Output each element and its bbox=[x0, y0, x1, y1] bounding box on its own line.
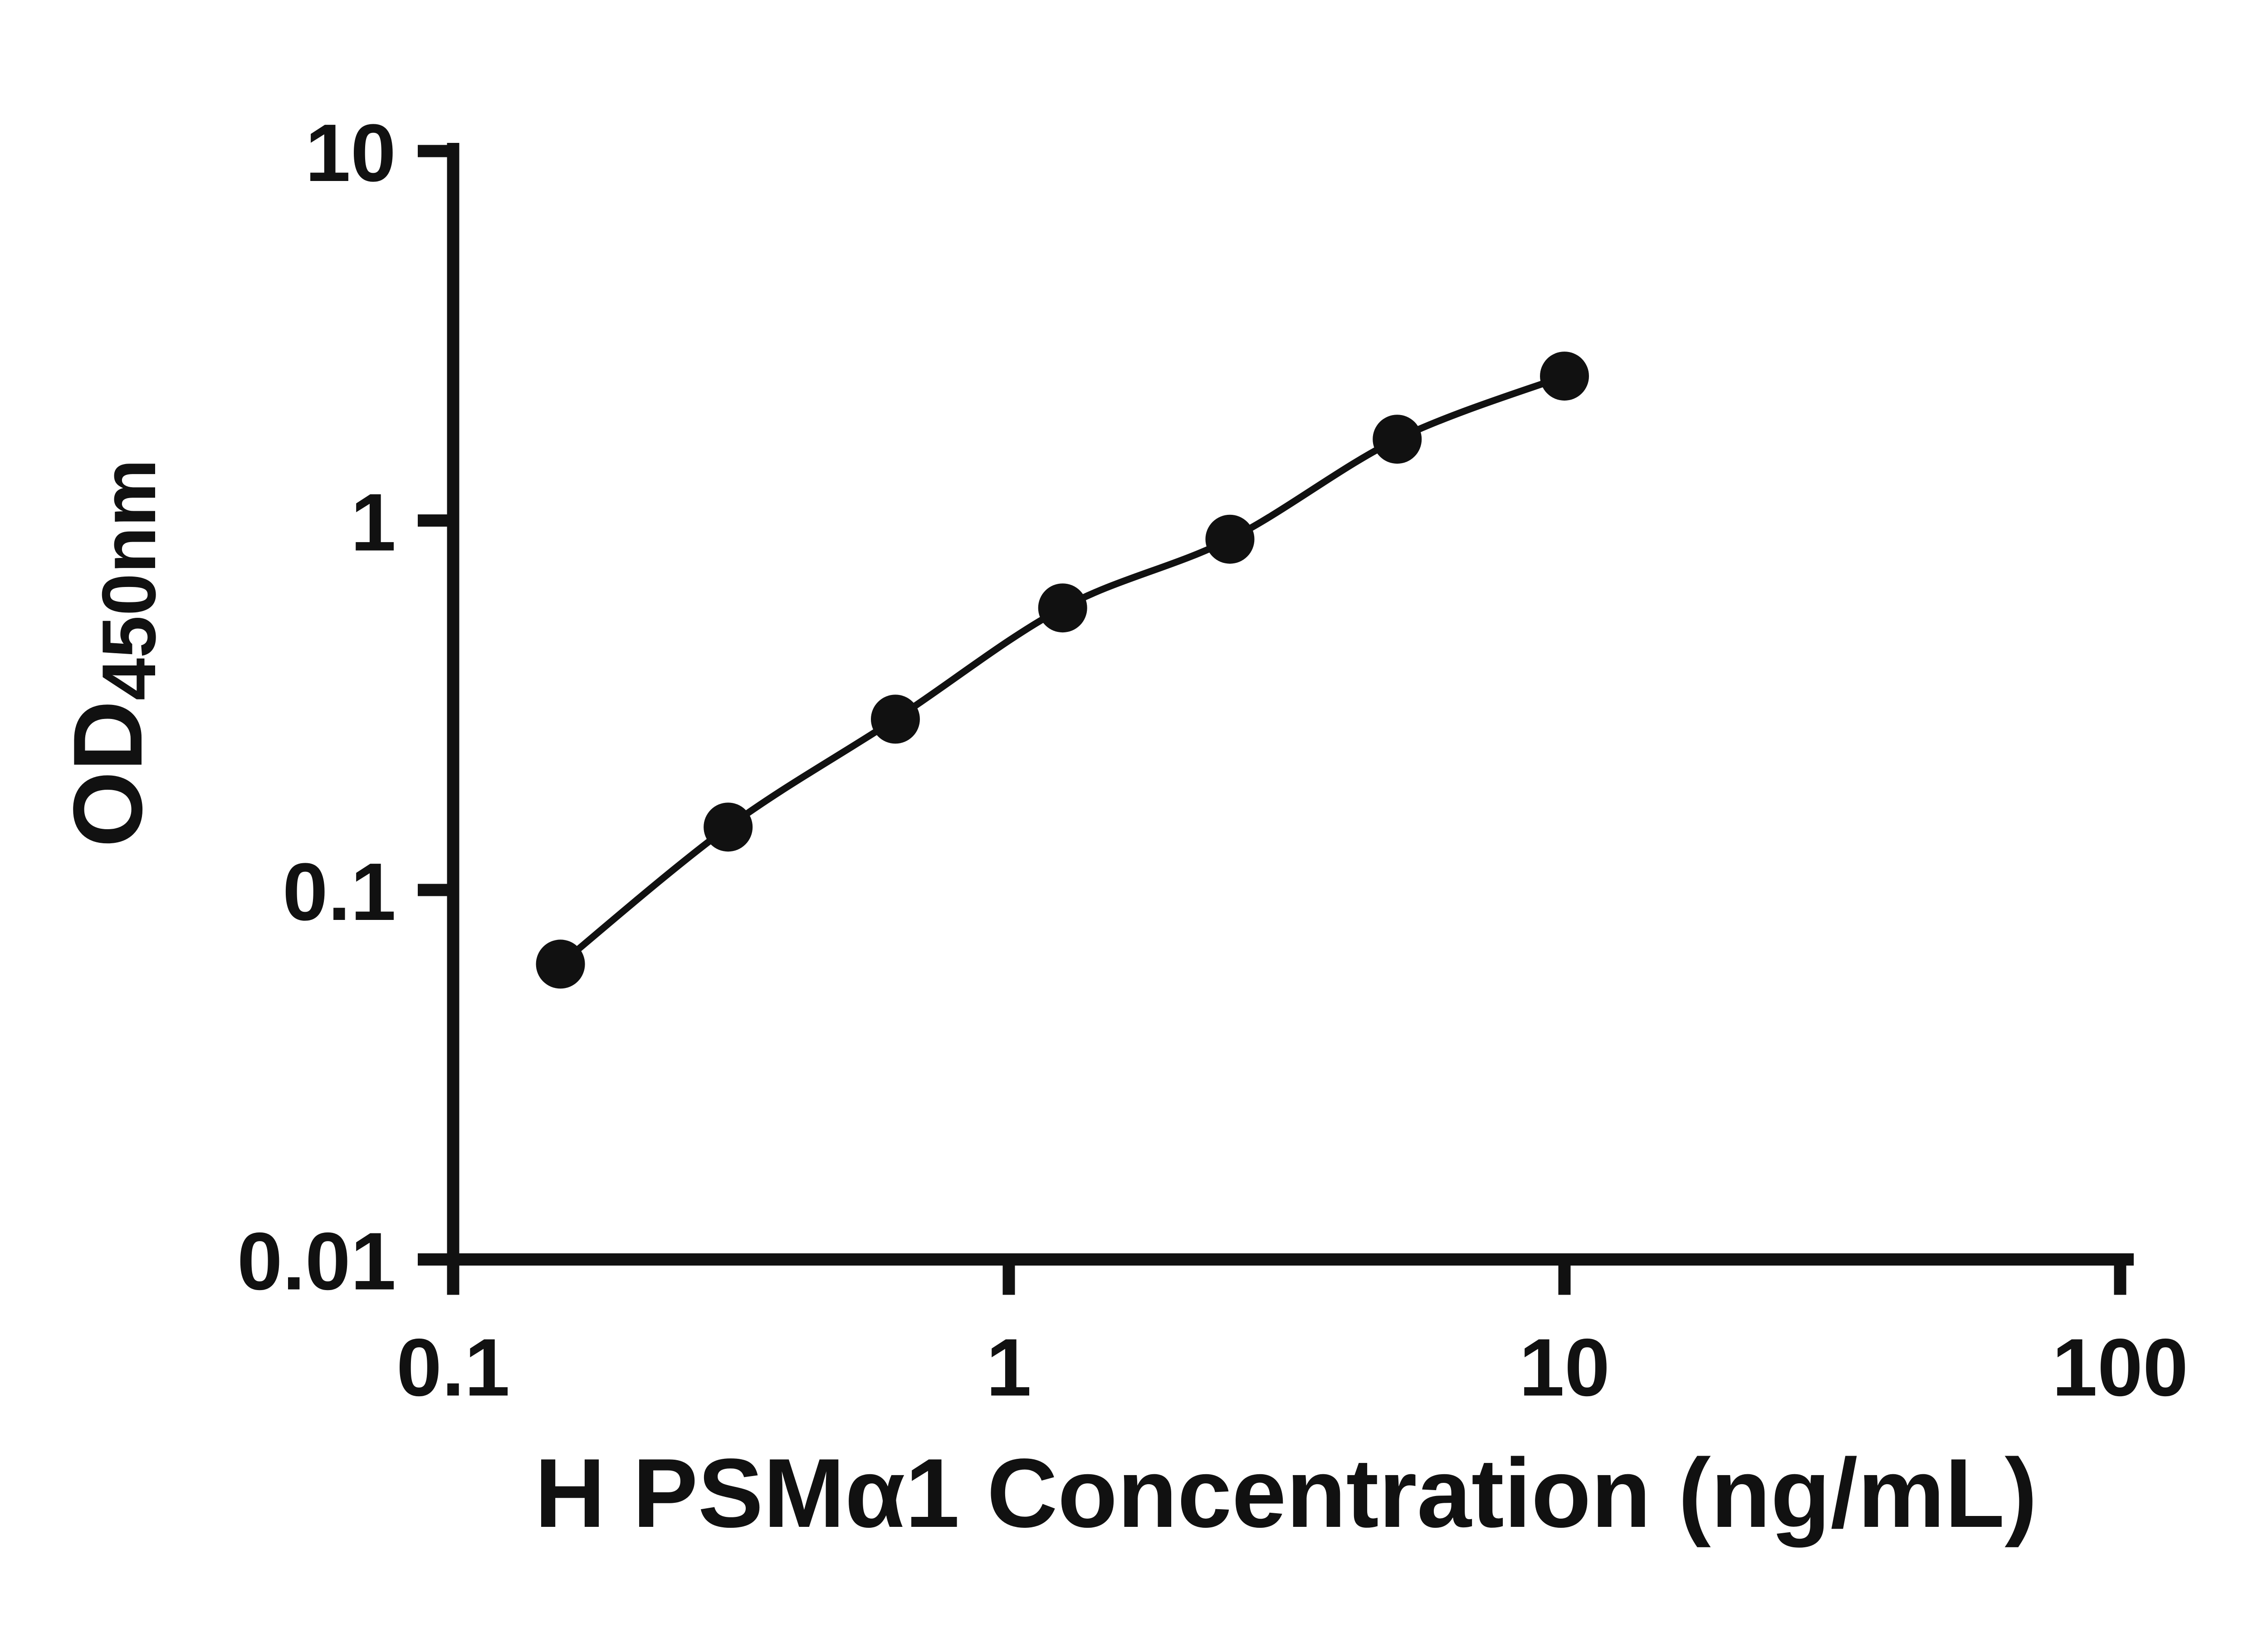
data-point-marker bbox=[1205, 514, 1255, 564]
data-point-marker bbox=[1540, 352, 1589, 401]
data-points bbox=[536, 352, 1589, 989]
x-axis-title: H PSMα1 Concentration (ng/mL) bbox=[535, 1438, 2038, 1548]
fit-curve bbox=[558, 373, 1566, 967]
y-axis-title-main: OD bbox=[53, 700, 162, 847]
data-point-marker bbox=[870, 694, 920, 744]
y-tick-label: 10 bbox=[305, 108, 396, 199]
data-point-marker bbox=[1373, 415, 1422, 464]
y-tick-label: 0.01 bbox=[237, 1216, 396, 1307]
x-tick-label: 0.1 bbox=[396, 1322, 510, 1413]
axis-lines bbox=[447, 143, 2134, 1266]
data-point-marker bbox=[1038, 583, 1087, 633]
y-axis-title: OD450nm bbox=[53, 459, 171, 847]
y-axis-title-subscript: 450nm bbox=[86, 459, 171, 700]
data-point-marker bbox=[704, 802, 753, 852]
x-tick-label: 10 bbox=[1519, 1322, 1610, 1413]
y-tick-label: 0.1 bbox=[283, 846, 396, 938]
x-axis-ticks bbox=[447, 1259, 2126, 1295]
x-axis-tick-labels: 0.1 1 10 100 bbox=[396, 1322, 2188, 1413]
data-point-marker bbox=[536, 939, 585, 989]
x-tick-label: 1 bbox=[986, 1322, 1031, 1413]
y-axis-tick-labels: 0.01 0.1 1 10 bbox=[237, 108, 396, 1307]
x-tick-label: 100 bbox=[2052, 1322, 2188, 1413]
y-axis-ticks bbox=[418, 145, 453, 1266]
y-tick-label: 1 bbox=[351, 477, 396, 568]
